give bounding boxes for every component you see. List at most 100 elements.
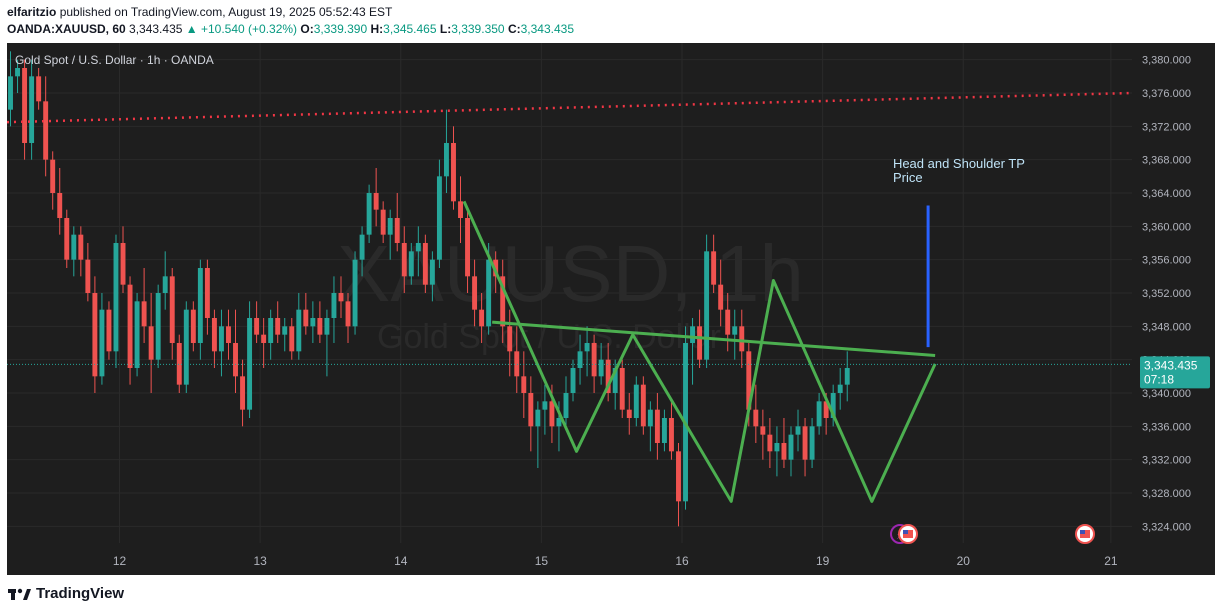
event-markers[interactable]: ⚡ — [890, 524, 1095, 544]
candle-body — [401, 243, 407, 277]
zigzag-line[interactable] — [462, 200, 937, 503]
time-tick-label: 16 — [675, 554, 689, 568]
annotation-line2[interactable]: Price — [893, 170, 923, 185]
candle-body — [668, 418, 674, 452]
candle-body — [816, 401, 822, 427]
chart-pane[interactable]: XAUUSD, 1h Gold Spot / U.S. Dollar Head … — [7, 43, 1215, 575]
price-tick-label: 3,332.000 — [1142, 455, 1191, 467]
candle-body — [226, 326, 231, 343]
candle-body — [830, 393, 836, 418]
candle-body — [338, 293, 344, 302]
candle-body — [591, 343, 597, 377]
price-tag-price: 3,343.435 — [1144, 358, 1198, 372]
candle-body — [183, 309, 189, 385]
candle-body — [788, 434, 794, 460]
price-tick-label: 3,368.000 — [1142, 155, 1191, 167]
price-tag-countdown: 07:18 — [1144, 372, 1174, 386]
candle-body — [507, 326, 513, 352]
candle-body — [500, 276, 506, 327]
last-price: 3,343.435 — [129, 22, 183, 36]
candle-body — [296, 309, 302, 352]
candle-body — [85, 259, 91, 293]
time-axis-bg — [7, 545, 1215, 575]
candle-body — [570, 368, 576, 393]
candle-body — [837, 384, 843, 393]
candle-body — [795, 426, 801, 435]
candle-body — [809, 426, 815, 460]
candle-body — [753, 409, 759, 427]
candle-body — [654, 409, 660, 443]
candle-body — [472, 276, 478, 310]
candle-body — [373, 193, 379, 210]
candle-body — [64, 218, 70, 260]
candle-body — [697, 326, 703, 360]
publish-info: elfaritzio published on TradingView.com,… — [7, 5, 392, 19]
high-label: H: — [370, 22, 384, 36]
candle-body — [690, 326, 696, 343]
candle-body — [521, 376, 527, 393]
candle-body — [310, 318, 316, 327]
candle-body — [345, 301, 351, 327]
candle-body — [408, 251, 414, 277]
candle-body — [619, 368, 625, 410]
candle-body — [767, 434, 773, 452]
candle-body — [486, 259, 492, 327]
grid — [7, 43, 1132, 543]
candle-body — [626, 409, 632, 418]
candle-body — [676, 451, 681, 502]
candle-body — [802, 426, 808, 460]
watermark-name: Gold Spot / U.S. Dollar — [377, 318, 721, 356]
time-tick-label: 21 — [1104, 554, 1118, 568]
close-label: C: — [507, 22, 521, 36]
time-axis[interactable]: 12 13 14 15 16 19 20 21 — [7, 545, 1215, 575]
candle-body — [514, 351, 520, 377]
head-and-shoulders-pattern[interactable] — [462, 200, 937, 503]
candle-body — [774, 443, 780, 452]
candle-body — [542, 401, 548, 410]
candle-body — [661, 418, 667, 443]
candle-body — [366, 193, 372, 235]
candle-body — [823, 401, 829, 418]
candle-body — [352, 259, 358, 327]
candle-body — [605, 359, 611, 393]
candle-body — [197, 268, 203, 343]
candle-body — [162, 276, 168, 293]
candle-body — [732, 326, 738, 335]
price-tag: 3,343.435 07:18 — [1140, 356, 1210, 389]
time-tick-label: 13 — [253, 554, 267, 568]
candle-body — [556, 418, 562, 427]
neckline-line[interactable] — [492, 320, 936, 357]
chart-legend[interactable]: Gold Spot / U.S. Dollar · 1h · OANDA — [15, 53, 214, 67]
candle-body — [247, 318, 253, 410]
time-tick-label: 19 — [816, 554, 830, 568]
footer: TradingView — [8, 585, 124, 602]
price-tick-label: 3,340.000 — [1142, 388, 1191, 400]
candle-body — [458, 201, 463, 218]
price-axis[interactable]: 3,324.000 3,328.000 3,332.000 3,336.000 3,34… — [1132, 43, 1215, 575]
candle-body — [549, 401, 555, 427]
price-tick-label: 3,364.000 — [1142, 188, 1191, 200]
published-text: published on TradingView.com, August 19,… — [59, 5, 393, 19]
candle-body — [563, 393, 569, 418]
candle-body — [22, 68, 28, 143]
price-tick-label: 3,360.000 — [1142, 221, 1191, 233]
price-chart[interactable]: XAUUSD, 1h Gold Spot / U.S. Dollar Head … — [7, 43, 1215, 575]
price-tick-label: 3,380.000 — [1142, 55, 1191, 67]
symbol-label[interactable]: OANDA:XAUUSD, 60 — [7, 22, 126, 36]
candle-body — [387, 218, 393, 235]
candle-body — [451, 143, 456, 202]
open-value: 3,339.390 — [313, 22, 368, 36]
annotation-line1[interactable]: Head and Shoulder TP — [893, 156, 1025, 171]
candle-body — [155, 293, 161, 360]
candle-body — [612, 368, 618, 393]
candle-body — [443, 143, 449, 177]
candle-body — [324, 318, 330, 335]
candle-body — [43, 101, 49, 160]
candle-body — [120, 243, 126, 285]
candle-body — [15, 68, 21, 77]
candle-body — [134, 301, 140, 368]
candle-body — [422, 243, 428, 285]
candle-body — [240, 376, 246, 410]
tradingview-logo-icon — [8, 588, 31, 600]
candle-body — [725, 309, 731, 335]
